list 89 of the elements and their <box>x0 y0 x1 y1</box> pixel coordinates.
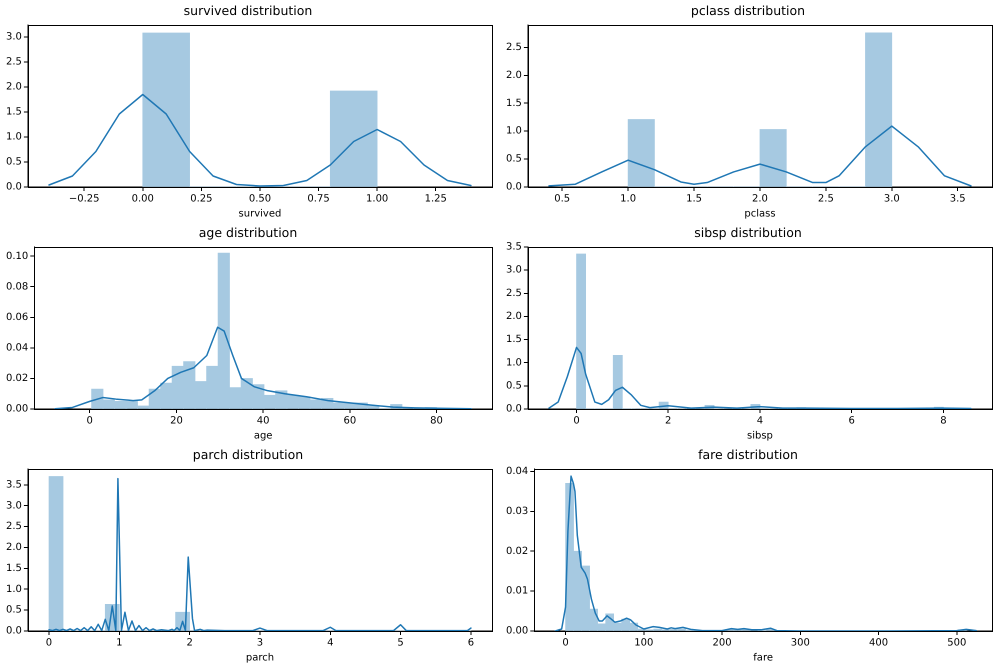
y-tick-label: 0.01 <box>506 586 528 597</box>
x-axis-title: pclass <box>744 208 776 220</box>
y-tick-label: 3.0 <box>6 32 22 43</box>
x-tick-label: 5 <box>397 638 404 649</box>
y-tick-label: 1.5 <box>506 98 522 109</box>
x-tick-label: 6 <box>848 416 855 427</box>
x-tick-label: 8 <box>940 416 947 427</box>
chart-title: survived distribution <box>184 2 312 18</box>
x-axis-title: fare <box>753 652 773 664</box>
y-tick-label: 0.08 <box>6 281 28 292</box>
y-tick-label: 2.0 <box>506 70 522 81</box>
x-tick-label: 60 <box>343 416 356 427</box>
y-tick-label: 2.5 <box>6 521 22 532</box>
x-tick-label: 100 <box>634 638 654 649</box>
y-tick-label: 0.04 <box>506 466 528 477</box>
chart-title: parch distribution <box>192 446 304 462</box>
y-tick-label: 0.5 <box>506 380 522 392</box>
y-tick-label: 1.5 <box>506 334 522 346</box>
x-tick-label: 400 <box>869 638 888 649</box>
chart-title: age distribution <box>198 224 298 240</box>
y-tick-label: 2.0 <box>506 311 522 322</box>
x-axis-title: sibsp <box>747 430 773 442</box>
x-tick-label: 0 <box>86 416 93 427</box>
y-tick-label: 0.5 <box>6 604 22 616</box>
y-tick-label: 2.0 <box>6 542 22 554</box>
x-tick-label: 1.0 <box>620 194 636 205</box>
y-tick-label: 2.0 <box>6 82 22 93</box>
y-tick-label: 0.10 <box>6 250 28 262</box>
y-tick-label: 1.0 <box>506 126 522 137</box>
x-tick-label: 0 <box>562 638 569 649</box>
y-tick-label: 3.5 <box>506 242 522 253</box>
x-tick-label: 2 <box>186 638 193 649</box>
x-tick-label: 2 <box>665 416 672 427</box>
y-tick-label: 0.0 <box>6 182 22 193</box>
x-tick-label: 3.0 <box>884 194 900 205</box>
y-tick-label: 0.00 <box>6 404 28 415</box>
x-tick-label: 80 <box>430 416 443 427</box>
y-tick-label: 3.0 <box>6 500 22 512</box>
y-tick-label: 0.00 <box>506 626 528 637</box>
x-axis-title: parch <box>246 652 274 664</box>
x-tick-label: 4 <box>327 638 334 649</box>
y-tick-label: 3.5 <box>6 479 22 490</box>
y-tick-label: 0.0 <box>506 404 522 415</box>
x-tick-label: 0 <box>46 638 52 649</box>
x-tick-label: 1.5 <box>686 194 702 205</box>
y-tick-label: 0.5 <box>506 154 522 165</box>
x-tick-label: 2.5 <box>818 194 834 205</box>
x-tick-label: 6 <box>468 638 474 649</box>
y-tick-label: 1.5 <box>6 106 22 118</box>
x-tick-label: 0.5 <box>554 194 570 205</box>
y-tick-label: 1.0 <box>506 357 522 368</box>
y-tick-label: 0.03 <box>506 506 528 517</box>
y-tick-label: 0.06 <box>6 312 28 323</box>
x-tick-label: 300 <box>790 638 810 649</box>
y-tick-label: 1.0 <box>6 132 22 143</box>
x-tick-label: 200 <box>712 638 732 649</box>
y-tick-label: 0.02 <box>506 546 528 557</box>
y-tick-label: 1.0 <box>6 584 22 595</box>
y-tick-label: 3.0 <box>506 264 522 276</box>
x-axis-title: survived <box>238 208 282 220</box>
y-tick-label: 0.02 <box>6 373 28 384</box>
x-tick-label: 20 <box>170 416 183 427</box>
y-tick-label: 0.0 <box>6 626 22 637</box>
y-tick-label: 2.5 <box>506 42 522 53</box>
y-tick-label: 1.5 <box>6 562 22 574</box>
x-tick-label: 1.00 <box>366 194 388 205</box>
chart-title: pclass distribution <box>690 2 806 18</box>
y-tick-label: 2.5 <box>6 56 22 68</box>
y-tick-label: 0.04 <box>6 342 28 354</box>
x-tick-label: 0.50 <box>248 194 272 205</box>
x-tick-label: 4 <box>756 416 764 427</box>
x-tick-label: 2.0 <box>752 194 768 205</box>
x-tick-label: 0.25 <box>190 194 212 205</box>
x-tick-label: −0.25 <box>68 194 100 205</box>
chart-title: fare distribution <box>698 446 798 462</box>
x-tick-label: 0 <box>573 416 580 427</box>
x-tick-label: 0.75 <box>307 194 330 205</box>
x-tick-label: 1 <box>116 638 123 649</box>
y-tick-label: 2.5 <box>506 288 522 299</box>
x-tick-label: 500 <box>947 638 966 649</box>
chart-title: sibsp distribution <box>694 224 802 240</box>
x-tick-label: 3 <box>256 638 264 649</box>
x-tick-label: 40 <box>256 416 270 427</box>
x-tick-label: 1.25 <box>424 194 447 205</box>
x-axis-title: age <box>254 430 272 442</box>
y-tick-label: 0.0 <box>506 182 522 193</box>
y-tick-label: 0.5 <box>6 156 22 168</box>
x-tick-label: 0.00 <box>132 194 154 205</box>
x-tick-label: 3.5 <box>950 194 966 205</box>
